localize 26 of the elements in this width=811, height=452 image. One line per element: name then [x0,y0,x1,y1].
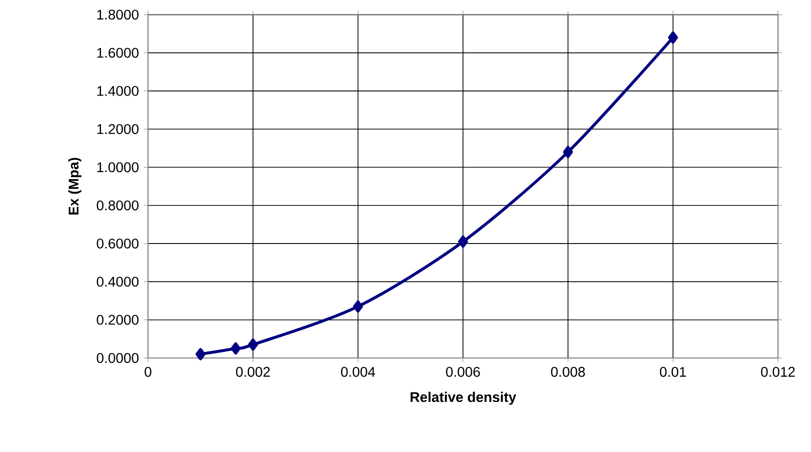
y-tick-label: 1.2000 [97,124,139,134]
y-axis-title: Ex (Mpa) [68,158,82,215]
point [458,236,468,248]
point [196,348,206,360]
y-tick-label: 1.6000 [97,48,139,58]
y-tick-label: 0.2000 [96,314,139,325]
x-tick-label: 0.002 [236,366,270,377]
x-tick-label: 0.01 [660,366,686,377]
y-tick-label: 1.0000 [97,162,139,172]
point [248,338,258,351]
x-tick-label: 0.008 [551,366,585,377]
y-tick-label: 0.8000 [96,200,139,210]
point [668,31,678,44]
y-tick-label: 0.4000 [96,276,139,287]
y-tick-label: 1.8000 [97,10,139,20]
y-tick-label: 1.4000 [97,86,139,96]
point [230,342,241,355]
y-tick-label: 0.0000 [96,353,139,363]
x-tick-label: 0.012 [761,366,795,377]
x-axis-title: Relative density [410,392,516,405]
point [353,300,363,313]
y-tick-label: 0.6000 [96,238,139,249]
x-tick-label: 0 [144,366,152,377]
point [563,146,573,158]
x-tick-label: 0.004 [341,366,376,377]
x-tick-label: 0.006 [446,366,480,377]
